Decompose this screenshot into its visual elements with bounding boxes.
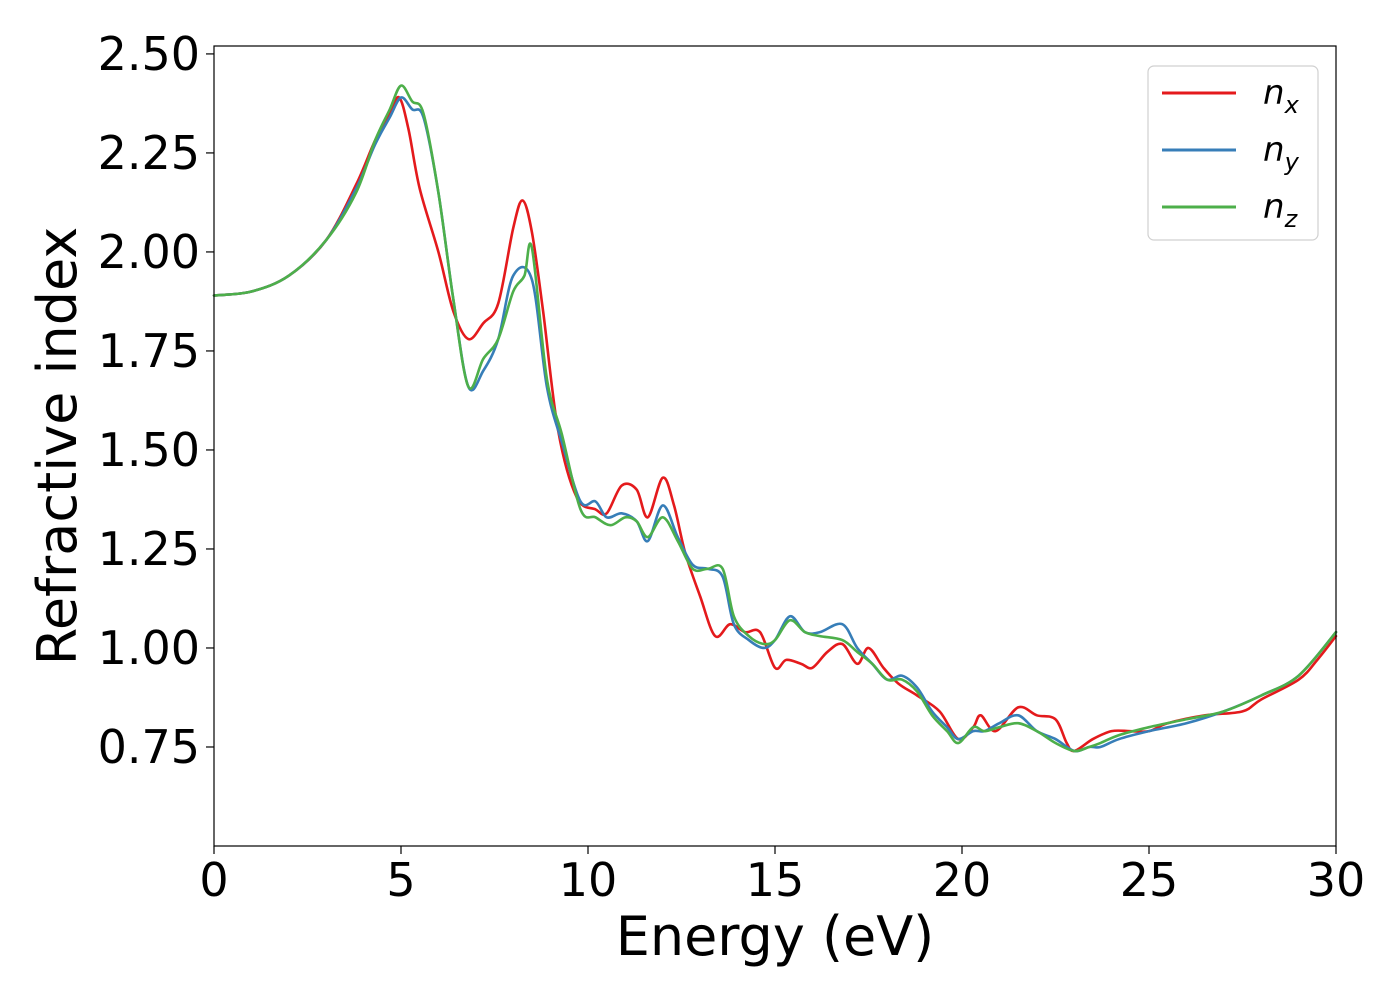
- y-tick-label: 1.50: [98, 423, 200, 477]
- legend-label-subscript: y: [1284, 148, 1300, 176]
- x-tick-label: 0: [199, 853, 228, 907]
- legend-label-base: n: [1263, 73, 1285, 113]
- x-tick-label: 15: [746, 853, 805, 907]
- y-tick-label: 0.75: [98, 720, 200, 774]
- legend-label-ny: ny: [1263, 130, 1300, 176]
- y-tick-label: 1.25: [98, 522, 200, 576]
- y-axis-label: Refractive index: [26, 227, 89, 666]
- y-tick-label: 2.00: [98, 225, 200, 279]
- x-tick-label: 30: [1307, 853, 1366, 907]
- legend-label-subscript: x: [1284, 91, 1300, 119]
- x-tick-label: 5: [386, 853, 415, 907]
- x-axis-label: Energy (eV): [616, 905, 935, 968]
- y-tick-label: 2.50: [98, 27, 200, 81]
- x-tick-label: 20: [933, 853, 992, 907]
- x-axis-ticks: 0 5 10 15 20 25 30: [199, 846, 1365, 907]
- plot-lines: [212, 84, 1338, 753]
- y-tick-label: 1.75: [98, 324, 200, 378]
- x-tick-label: 25: [1120, 853, 1179, 907]
- x-tick-label: 10: [559, 853, 618, 907]
- legend-label-base: n: [1263, 130, 1285, 170]
- y-axis-ticks: 0.75 1.00 1.25 1.50 1.75 2.00 2.25 2.50: [98, 27, 214, 774]
- legend-label-subscript: z: [1284, 205, 1299, 233]
- y-tick-label: 2.25: [98, 126, 200, 180]
- series-line-nz: [212, 84, 1338, 753]
- legend-label-nx: nx: [1263, 73, 1300, 119]
- legend-label-base: n: [1263, 187, 1285, 227]
- y-tick-label: 1.00: [98, 621, 200, 675]
- legend-box: [1147, 65, 1319, 241]
- legend-label-nz: nz: [1263, 187, 1299, 233]
